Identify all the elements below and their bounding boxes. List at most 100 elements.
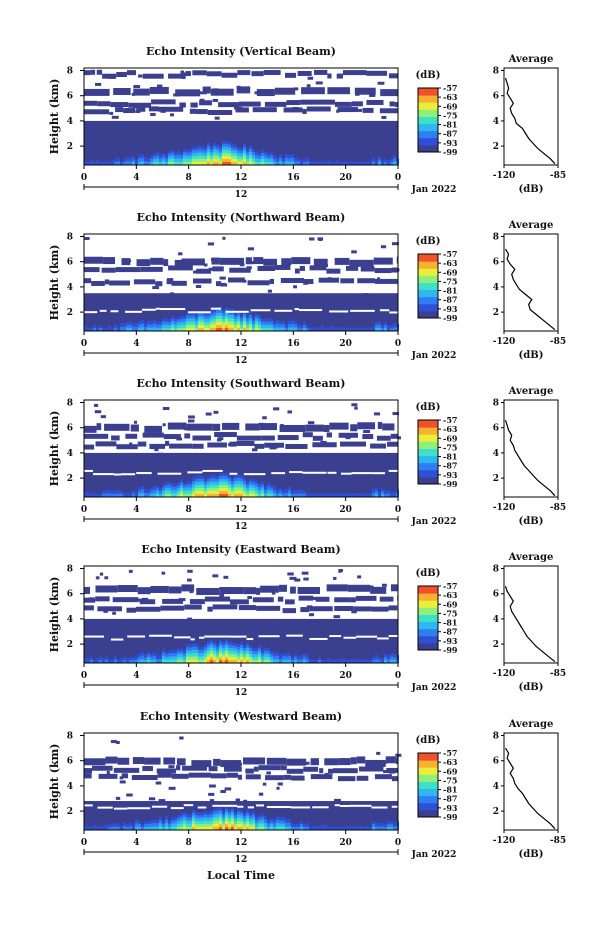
heatmap-cell <box>186 656 189 663</box>
heatmap-cell <box>345 826 348 830</box>
echo-layer-segment <box>165 440 170 446</box>
echo-layer-segment <box>84 100 98 106</box>
heatmap-cell <box>318 657 321 663</box>
echo-layer-segment <box>373 257 393 265</box>
heatmap-cell <box>267 660 270 663</box>
heatmap-cell <box>183 491 186 497</box>
heatmap-cell <box>285 327 288 331</box>
echo-layer-segment <box>263 69 281 75</box>
echo-speck <box>229 761 235 765</box>
heatmap <box>84 403 402 497</box>
echo-speck <box>95 576 100 580</box>
echo-layer-segment <box>264 442 285 448</box>
average-y-tick-label: 4 <box>493 782 499 792</box>
echo-speck <box>84 775 92 779</box>
echo-speck <box>381 583 387 587</box>
echo-layer-segment <box>350 597 356 603</box>
echo-layer-segment <box>175 765 181 771</box>
panel-5: Echo Intensity (Westward Beam) 2 4 6 8 Height… <box>48 710 566 865</box>
colorbar-swatch <box>418 268 438 276</box>
echo-layer-segment <box>144 757 161 765</box>
echo-speck <box>243 799 248 803</box>
echo-layer-segment <box>252 597 274 603</box>
heatmap-cell <box>171 493 174 497</box>
heatmap-cell <box>153 162 156 165</box>
x-tick-label: 0 <box>81 838 87 848</box>
heatmap-cell <box>189 490 192 497</box>
colorbar-tick-label: -57 <box>443 581 457 591</box>
heatmap-cell <box>387 827 390 830</box>
x-tick-label: 12 <box>235 505 248 515</box>
echo-speck <box>262 416 267 420</box>
heatmap-cell <box>279 327 282 331</box>
echo-layer-segment <box>386 441 398 447</box>
heatmap-cell <box>294 493 297 497</box>
echo-speck <box>392 412 399 416</box>
colorbar-swatch <box>418 781 438 790</box>
heatmap-cell <box>111 327 114 331</box>
y-tick-label: 2 <box>67 142 73 152</box>
heatmap-cell <box>273 659 276 663</box>
colorbar-tick-label: -57 <box>443 415 457 425</box>
heatmap-cell <box>264 327 267 331</box>
heatmap-cell <box>102 161 105 165</box>
heatmap-cell <box>363 659 366 663</box>
echo-layer-segment <box>300 99 319 105</box>
heatmap-cell <box>123 657 126 663</box>
heatmap-cell <box>273 327 276 331</box>
colorbar-swatch <box>418 809 438 818</box>
heatmap-cell <box>144 660 147 663</box>
echo-layer-segment <box>303 279 314 285</box>
heatmap-cell <box>183 826 186 830</box>
heatmap-cell <box>288 826 291 830</box>
heatmap-cell <box>252 826 255 830</box>
echo-speck <box>309 237 315 241</box>
echo-layer-segment <box>376 435 391 441</box>
date-label: Jan 2022 <box>411 683 457 693</box>
colorbar-tick-label: -99 <box>443 147 458 157</box>
heatmap-cell <box>162 327 165 331</box>
heatmap-cell <box>306 492 309 497</box>
heatmap-cell <box>318 493 321 497</box>
echo-layer-segment <box>113 807 128 810</box>
echo-layer-segment <box>299 265 305 271</box>
echo-layer-segment <box>362 107 374 113</box>
heatmap-cell <box>318 825 321 830</box>
heatmap-cell <box>108 659 111 663</box>
echo-layer-segment <box>192 70 207 76</box>
heatmap-cell <box>249 327 252 331</box>
heatmap-cell <box>132 659 135 663</box>
y-axis-label: Height (km) <box>48 577 61 653</box>
heatmap-cell <box>195 161 198 165</box>
heatmap-cell <box>114 493 117 497</box>
heatmap-cell <box>111 659 114 663</box>
heatmap-cell <box>204 659 207 663</box>
heatmap-cell <box>87 659 90 663</box>
heatmap-cell <box>216 162 219 165</box>
echo-layer-segment <box>181 584 195 592</box>
echo-layer-segment <box>388 634 398 637</box>
echo-layer-segment <box>109 280 130 286</box>
heatmap-cell <box>138 161 141 165</box>
heatmap-cell <box>84 658 87 663</box>
echo-layer-segment <box>156 768 176 774</box>
heatmap-cell <box>270 327 273 331</box>
colorbar-swatch <box>418 427 438 435</box>
heatmap-cell <box>210 493 213 497</box>
echo-layer-segment <box>176 758 186 766</box>
echo-speck <box>157 452 164 456</box>
heatmap-cell <box>342 161 345 165</box>
heatmap-cell <box>174 161 177 165</box>
echo-layer-segment <box>113 767 140 773</box>
echo-layer-segment <box>258 765 281 771</box>
echo-speck <box>135 109 141 113</box>
echo-layer-segment <box>371 606 389 612</box>
heatmap-cell <box>195 324 198 331</box>
average-x-tick-label: -120 <box>493 836 516 846</box>
heatmap-cell <box>273 493 276 497</box>
heatmap-cell <box>300 327 303 331</box>
echo-layer-segment <box>236 435 262 441</box>
heatmap-cell <box>261 826 264 830</box>
echo-layer-segment <box>324 758 339 766</box>
heatmap-cell <box>297 327 300 331</box>
